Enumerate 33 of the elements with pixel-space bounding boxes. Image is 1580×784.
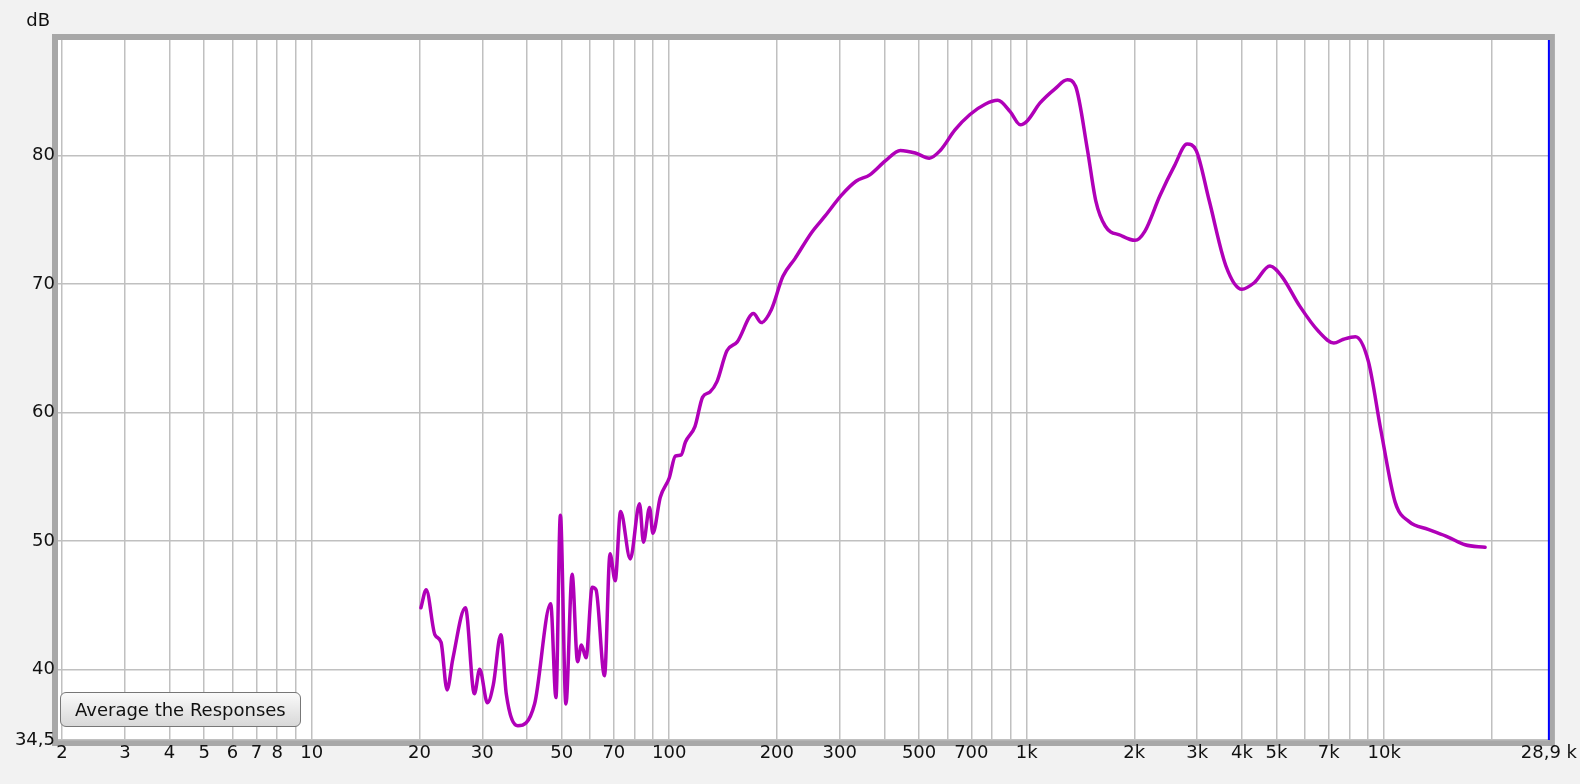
y-tick-label: 50 <box>32 528 55 550</box>
y-tick-label: 80 <box>32 143 55 165</box>
y-axis-title: dB <box>26 8 50 30</box>
y-tick-label: 60 <box>32 400 55 422</box>
x-tick-label: 300 <box>822 741 857 763</box>
x-tick-label: 50 <box>550 741 574 763</box>
y-tick-label: 70 <box>32 271 55 293</box>
x-tick-label: 30 <box>470 741 494 763</box>
x-tick-label: 10k <box>1367 741 1402 763</box>
x-tick-label: 2k <box>1123 741 1146 763</box>
x-tick-label: 28,9 k <box>1520 741 1578 763</box>
x-tick-label: 8 <box>271 741 283 763</box>
x-tick-label: 6 <box>226 741 239 763</box>
x-tick-label: 10 <box>300 741 324 763</box>
x-tick-label: 3k <box>1186 741 1209 763</box>
annotation: Average the Responses <box>60 692 301 727</box>
y-tick-label: 34,5 <box>14 727 55 749</box>
x-tick-label: 4 <box>163 741 176 763</box>
x-tick-label: 700 <box>954 741 989 763</box>
x-tick-label: 7k <box>1317 741 1341 763</box>
x-tick-label: 7 <box>250 741 263 763</box>
x-tick-label: 500 <box>901 741 937 763</box>
x-tick-label: 5k <box>1265 741 1289 763</box>
y-tick-label: 40 <box>32 657 55 679</box>
x-tick-label: 5 <box>198 741 210 763</box>
x-tick-label: 2 <box>56 741 68 763</box>
x-tick-label: 70 <box>602 741 626 763</box>
x-tick-label: 200 <box>759 741 795 763</box>
x-tick-label: 100 <box>652 741 687 763</box>
x-tick-label: 20 <box>407 741 431 763</box>
x-tick-label: 3 <box>119 741 131 763</box>
x-tick-label: 1k <box>1015 741 1039 763</box>
x-tick-label: 4k <box>1230 741 1254 763</box>
